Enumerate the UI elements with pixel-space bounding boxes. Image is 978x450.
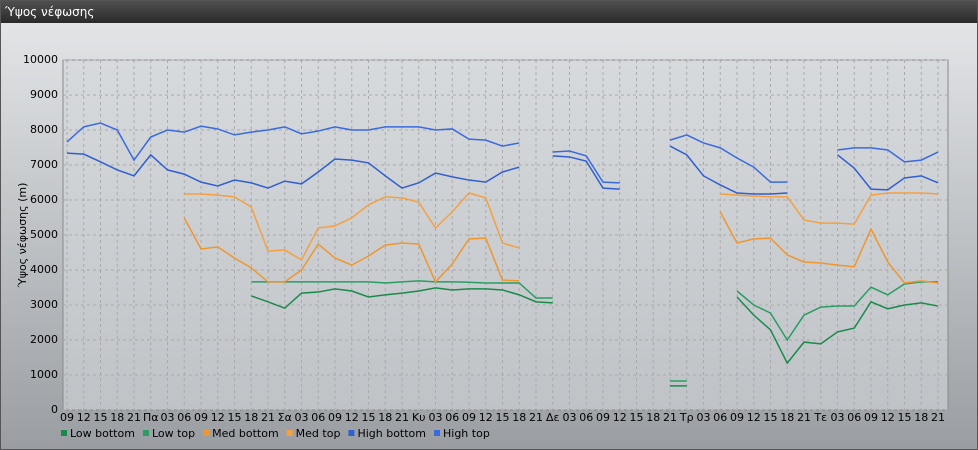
legend-swatch — [348, 430, 355, 436]
x-tick-label: 06 — [311, 411, 325, 424]
series-line — [184, 192, 939, 261]
y-tick-label: 7000 — [30, 158, 58, 171]
y-tick-label: 1000 — [30, 368, 58, 381]
x-tick-label: 09 — [864, 411, 878, 424]
plot-area — [62, 59, 949, 411]
x-tick-label: 18 — [512, 411, 526, 424]
x-tick-label: 21 — [261, 411, 275, 424]
x-tick-label: 21 — [395, 411, 409, 424]
x-tick-label: 21 — [127, 411, 141, 424]
x-tick-label: 15 — [362, 411, 376, 424]
x-tick-label: Τρ — [679, 411, 694, 424]
legend-label: Med bottom — [212, 427, 279, 440]
y-axis-label: Ύψος νέφωσης (m) — [16, 183, 29, 289]
x-tick-label: 21 — [797, 411, 811, 424]
x-tick-label: 21 — [663, 411, 677, 424]
x-tick-label: 18 — [110, 411, 124, 424]
x-tick-label: Τε — [813, 411, 827, 424]
x-tick-label: 09 — [730, 411, 744, 424]
x-tick-label: 21 — [931, 411, 945, 424]
x-tick-label: 21 — [529, 411, 543, 424]
x-tick-label: 15 — [94, 411, 108, 424]
x-tick-label: 18 — [646, 411, 660, 424]
x-tick-label: 18 — [378, 411, 392, 424]
series-line — [66, 145, 939, 195]
x-tick-label: 12 — [613, 411, 627, 424]
legend-label: High bottom — [357, 427, 426, 440]
x-tick-label: 09 — [60, 411, 74, 424]
x-tick-label: Πα — [143, 411, 159, 424]
series-line — [250, 287, 939, 387]
y-tick-label: 9000 — [30, 88, 58, 101]
x-tick-label: 12 — [881, 411, 895, 424]
x-tick-label: 09 — [328, 411, 342, 424]
y-tick-label: 10000 — [23, 53, 58, 66]
x-tick-label: 06 — [177, 411, 191, 424]
x-tick-label: 03 — [429, 411, 443, 424]
x-tick-label: 15 — [630, 411, 644, 424]
x-tick-label: 18 — [914, 411, 928, 424]
x-tick-label: 18 — [244, 411, 258, 424]
x-tick-label: 12 — [747, 411, 761, 424]
legend-swatch — [142, 430, 149, 436]
x-tick-label: 06 — [713, 411, 727, 424]
x-tick-label: 06 — [445, 411, 459, 424]
x-tick-label: 03 — [697, 411, 711, 424]
legend-label: High top — [443, 427, 490, 440]
x-tick-label: Σα — [278, 411, 292, 424]
x-tick-label: 15 — [898, 411, 912, 424]
x-tick-label: Κυ — [412, 411, 426, 424]
x-tick-label: 09 — [194, 411, 208, 424]
x-tick-label: 12 — [211, 411, 225, 424]
y-tick-label: 2000 — [30, 333, 58, 346]
x-tick-label: 06 — [579, 411, 593, 424]
title-bar: Ύψος νέφωσης — [1, 1, 977, 23]
x-tick-label: 03 — [295, 411, 309, 424]
x-tick-label: 15 — [764, 411, 778, 424]
y-tick-label: 6000 — [30, 193, 58, 206]
x-tick-label: 09 — [462, 411, 476, 424]
legend-swatch — [286, 430, 293, 436]
x-tick-label: 12 — [479, 411, 493, 424]
legend-label: Med top — [296, 427, 341, 440]
y-tick-label: 8000 — [30, 123, 58, 136]
series-line — [251, 280, 938, 382]
y-tick-label: 0 — [51, 403, 58, 416]
x-tick-label: 09 — [596, 411, 610, 424]
y-tick-label: 3000 — [30, 298, 58, 311]
legend-label: Low top — [152, 427, 195, 440]
legend-swatch — [203, 430, 210, 436]
x-tick-label: Δε — [546, 411, 560, 424]
x-tick-label: 15 — [228, 411, 242, 424]
legend-swatch — [434, 430, 440, 436]
series-line — [66, 122, 939, 184]
y-tick-label: 4000 — [30, 263, 58, 276]
x-tick-label: 06 — [847, 411, 861, 424]
x-tick-label: 03 — [161, 411, 175, 424]
x-tick-label: 03 — [831, 411, 845, 424]
x-tick-label: 12 — [345, 411, 359, 424]
x-tick-label: 03 — [563, 411, 577, 424]
y-tick-label: 5000 — [30, 228, 58, 241]
x-tick-label: 15 — [496, 411, 510, 424]
legend-swatch — [61, 430, 67, 436]
legend-label: Low bottom — [70, 427, 135, 440]
series-line — [183, 211, 939, 284]
x-tick-label: 12 — [77, 411, 91, 424]
x-tick-label: 18 — [780, 411, 794, 424]
